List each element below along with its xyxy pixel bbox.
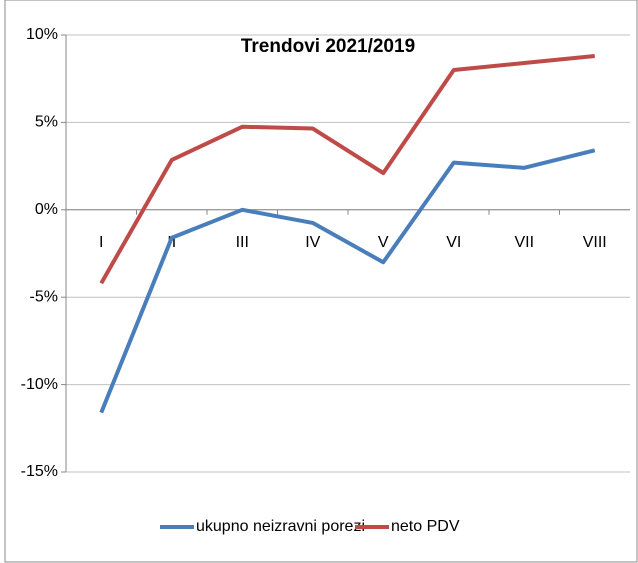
chart-frame: [4, 0, 638, 563]
x-tick-label: V: [378, 234, 389, 251]
y-tick-label: 10%: [26, 26, 58, 43]
legend-label: neto PDV: [391, 518, 460, 535]
y-tick-label: -5%: [30, 288, 58, 305]
x-tick-label: VI: [446, 234, 461, 251]
y-tick-label: 0%: [35, 201, 58, 218]
y-tick-label: -10%: [21, 376, 58, 393]
x-tick-label: I: [99, 234, 103, 251]
x-tick-label: IV: [305, 234, 320, 251]
x-tick-label: VIII: [583, 234, 607, 251]
series-line: [99, 148, 596, 414]
x-tick-label: VII: [514, 234, 534, 251]
chart-title: Trendovi 2021/2019: [241, 36, 415, 57]
y-tick-label: 5%: [35, 114, 58, 131]
x-tick-label: III: [236, 234, 249, 251]
y-tick-label: -15%: [21, 463, 58, 480]
legend-label: ukupno neizravni porezi: [196, 518, 365, 535]
series-line: [99, 53, 595, 285]
